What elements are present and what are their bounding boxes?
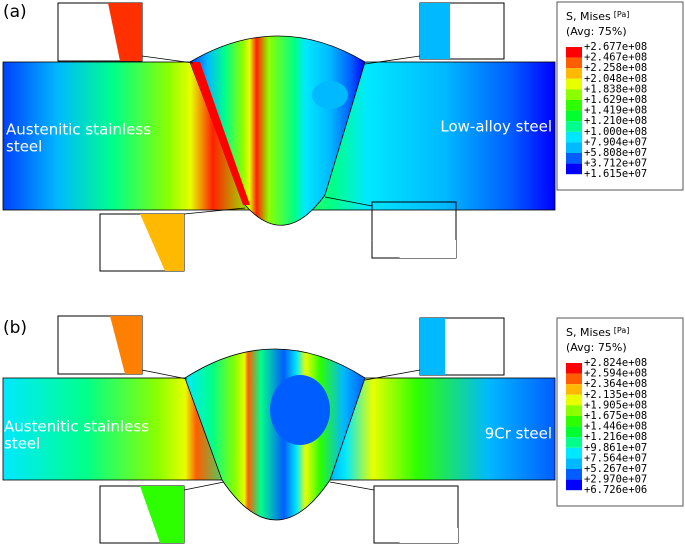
- legend-swatch: [566, 78, 582, 90]
- material-label: steel: [4, 435, 40, 453]
- legend-value: +3.712e+07: [584, 158, 647, 170]
- legend-value: +1.000e+08: [584, 126, 647, 138]
- legend-value: +2.970e+07: [584, 474, 647, 486]
- legend-swatch: [566, 373, 582, 385]
- material-label: Low-alloy steel: [440, 118, 552, 136]
- legend-value: +2.258e+08: [584, 62, 647, 74]
- legend-value: +2.135e+08: [584, 389, 647, 401]
- legend-value: +1.419e+08: [584, 105, 647, 117]
- legend-title: S, Mises [Pa]: [566, 326, 629, 340]
- legend-swatch: [566, 458, 582, 469]
- legend-value: +9.861e+07: [584, 442, 647, 454]
- material-label: Austenitic stainless: [4, 418, 149, 436]
- legend-swatch: [566, 384, 582, 395]
- legend-swatch: [566, 57, 582, 69]
- legend-swatch: [566, 394, 582, 406]
- legend-swatch: [566, 121, 582, 132]
- legend-swatch: [566, 153, 582, 164]
- panel-label: (b): [3, 318, 27, 338]
- legend-unit: [Pa]: [614, 326, 630, 335]
- legend-value: +7.564e+07: [584, 452, 647, 464]
- material-label: steel: [6, 138, 42, 156]
- legend-swatch: [566, 363, 582, 374]
- legend-value: +2.594e+08: [584, 368, 647, 380]
- legend-value: +1.446e+08: [584, 421, 647, 433]
- contour-a: [2, 35, 556, 226]
- contour-b: [2, 348, 556, 521]
- legend-value: +2.364e+08: [584, 378, 647, 390]
- legend-value: +1.838e+08: [584, 83, 647, 95]
- insets-b: [57, 315, 505, 544]
- legend-value: +1.629e+08: [584, 94, 647, 106]
- legend-swatch: [566, 437, 582, 448]
- legend-swatch: [566, 416, 582, 427]
- insets-a: [57, 2, 505, 272]
- legend-swatch: [566, 142, 582, 153]
- legend-title-text: S, Mises: [566, 326, 611, 339]
- legend-average: (Avg: 75%): [566, 25, 627, 38]
- legend-swatch: [566, 479, 582, 491]
- legend-swatch: [566, 131, 582, 143]
- legend-swatch: [566, 47, 582, 58]
- legend-swatch: [566, 405, 582, 416]
- legend-value: +5.267e+07: [584, 463, 647, 475]
- legend-value: +1.905e+08: [584, 399, 647, 411]
- legend-value: +7.904e+07: [584, 136, 647, 148]
- legend-value: +6.726e+06: [584, 484, 647, 496]
- panel-label: (a): [3, 2, 27, 22]
- legend-value: +1.216e+08: [584, 431, 647, 443]
- legend-swatch: [566, 426, 582, 438]
- legend-value: +1.210e+08: [584, 115, 647, 127]
- legend-swatch: [566, 100, 582, 111]
- legend-swatch: [566, 68, 582, 79]
- legend-unit: [Pa]: [614, 10, 630, 19]
- legend-swatch: [566, 447, 582, 459]
- legend-title-text: S, Mises: [566, 10, 611, 23]
- legend-value: +2.467e+08: [584, 52, 647, 64]
- legend-swatch: [566, 163, 582, 175]
- legend-value: +2.824e+08: [584, 357, 647, 369]
- legend-average: (Avg: 75%): [566, 341, 627, 354]
- legend-title: S, Mises [Pa]: [566, 10, 629, 24]
- legend-value: +1.615e+07: [584, 168, 647, 180]
- legend-swatch: [566, 110, 582, 122]
- legend-value: +1.675e+08: [584, 410, 647, 422]
- legend-value: +2.677e+08: [584, 41, 647, 53]
- legend-swatch: [566, 89, 582, 100]
- material-label: Austenitic stainless: [6, 121, 151, 139]
- legend-value: +5.808e+07: [584, 147, 647, 159]
- legend-swatch: [566, 469, 582, 480]
- material-label: 9Cr steel: [485, 425, 552, 443]
- legend-value: +2.048e+08: [584, 73, 647, 85]
